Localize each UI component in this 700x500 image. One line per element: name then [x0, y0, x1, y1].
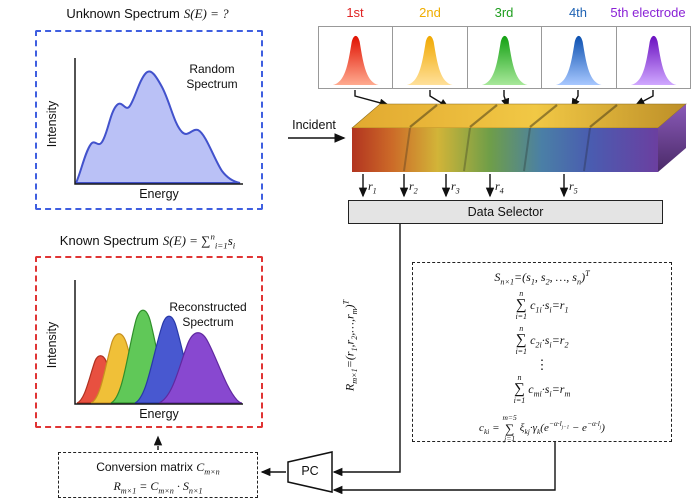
bar-front-segment-dividers — [403, 127, 591, 172]
electrode-spectrum-panel-5 — [616, 26, 692, 89]
random-spectrum-plot — [74, 58, 243, 185]
unknown-title-text: Unknown Spectrum — [66, 6, 180, 21]
reconstructed-spectrum-label: Reconstructed Spectrum — [169, 300, 247, 329]
curve-purple — [158, 332, 243, 404]
conversion-line1: Conversion matrix Cm×n — [59, 458, 257, 477]
electrode-label-2: 2nd — [419, 5, 441, 20]
sum-upper-limit: n — [519, 289, 524, 298]
axes — [74, 58, 243, 185]
conversion-line1-math: Cm×n — [196, 460, 220, 477]
electrode-label-1: 1st — [346, 5, 364, 20]
electrode-peak-2 — [407, 35, 453, 86]
intensity-axis-label: Intensity — [45, 100, 59, 148]
electrode-spectrum-panel-2 — [393, 26, 468, 89]
known-title-math: S(E) = ∑ni=1si — [162, 231, 236, 251]
sum-equation-body-3: cmi·si=rm — [528, 382, 571, 399]
r-vector-label: Rm×1=(r1,r2,…,rm)T — [341, 299, 359, 392]
data-selector-box: Data Selector — [348, 200, 663, 224]
electrode-label-3: 3rd — [494, 5, 514, 20]
electrode-peak-4 — [556, 35, 602, 86]
sum-lower-limit: j=1 — [504, 433, 516, 443]
cki-body: ξkj·γk(e−α·lj−1 − e−α·lj) — [519, 419, 605, 437]
summation-symbol-1: n ∑ i=1 — [515, 290, 527, 321]
panel-to-bar-arrow-5 — [634, 90, 654, 106]
unknown-title-math: S(E) = ? — [183, 6, 229, 21]
conversion-line2: Rm×1 = Cm×n · Sn×1 — [113, 479, 203, 496]
electrode-peak-5 — [630, 35, 677, 86]
conversion-box: Conversion matrix Cm×n Rm×1 = Cm×n · Sn×… — [58, 452, 258, 498]
electrode-spectrum-panel-4 — [542, 26, 617, 89]
vertical-dots: ⋮ — [535, 357, 549, 372]
response-label-3: r3 — [451, 179, 460, 196]
unknown-spectrum-box: Random Spectrum Intensity Energy — [35, 30, 263, 210]
electrode-spectrum-panel-1 — [318, 26, 394, 89]
summation-symbol-cki: m=5 ∑ j=1 — [503, 414, 517, 442]
selector-to-pc-line — [332, 224, 401, 477]
sum-upper-limit: m=5 — [502, 413, 517, 422]
pc-label: PC — [301, 464, 319, 478]
sum-lower-limit: i=1 — [513, 396, 526, 405]
unknown-spectrum-title: Unknown Spectrum S(E) = ? — [30, 6, 265, 22]
sum-equation-2: n ∑ i=1 c2i·si=r2 — [515, 325, 568, 356]
pc-trapezoid — [287, 451, 333, 493]
detector-bar-front — [352, 128, 658, 172]
summation-symbol-2: n ∑ i=1 — [515, 325, 527, 356]
equations-box: Sn×1=(s1, s2, …, sn)T n ∑ i=1 c1i·si=r1 … — [412, 262, 672, 442]
sum-upper-limit: n — [519, 324, 524, 333]
response-label-4: r4 — [495, 179, 504, 196]
sigma-icon: ∑ — [515, 297, 527, 313]
sum-lower-limit: i=1 — [515, 312, 528, 321]
summation-symbol-3: n ∑ i=1 — [514, 374, 526, 405]
electrode-peak-1 — [332, 35, 379, 86]
panel-to-bar-arrow-2 — [429, 90, 450, 108]
equations-to-pc-line — [332, 442, 556, 495]
electrode-peak-3 — [481, 35, 528, 86]
panel-to-bar-arrow-4 — [571, 90, 580, 109]
energy-axis-label: Energy — [139, 187, 179, 201]
data-selector-label: Data Selector — [467, 205, 544, 219]
sigma-icon: ∑ — [515, 332, 527, 348]
cki-lead: cki = — [479, 422, 500, 437]
response-label-1: r1 — [368, 179, 377, 196]
random-spectrum-label: Random Spectrum — [186, 62, 238, 91]
sigma-icon: ∑ — [514, 381, 525, 397]
electrode-label-5: 5th electrode — [610, 5, 686, 20]
panel-to-bar-arrow-3 — [501, 90, 510, 109]
panel-to-bar-arrow-1 — [354, 90, 390, 107]
random-spectrum-curve — [74, 70, 241, 184]
intensity-axis-label: Intensity — [45, 321, 59, 369]
known-title-text: Known Spectrum — [59, 233, 159, 248]
conversion-line1-text: Conversion matrix — [96, 460, 193, 474]
sum-equation-1: n ∑ i=1 c1i·si=r1 — [515, 290, 568, 321]
energy-axis-label: Energy — [139, 407, 179, 421]
reconstructed-spectrum-plot — [74, 280, 243, 405]
detector-bar-side — [658, 104, 686, 172]
known-spectrum-title: Known Spectrum S(E) = ∑ni=1si — [30, 231, 265, 251]
sum-lower-limit: i=1 — [515, 347, 528, 356]
response-label-5: r5 — [569, 179, 578, 196]
electrode-spectrum-panel-3 — [467, 26, 543, 89]
axes — [74, 280, 243, 405]
incident-label: Incident — [292, 118, 336, 132]
sigma-icon: ∑ — [504, 420, 515, 436]
sum-equation-body-1: c1i·si=r1 — [530, 298, 569, 315]
electrode-label-4: 4th — [568, 5, 588, 20]
sum-equation-3: n ∑ i=1 cmi·si=rm — [514, 374, 571, 405]
sum-upper-limit: n — [517, 373, 522, 382]
electrode-spectra-row — [318, 26, 692, 89]
response-label-2: r2 — [409, 179, 418, 196]
detector-bar-top — [351, 103, 687, 129]
known-spectrum-box: Reconstructed Spectrum Intensity Energy — [35, 256, 263, 428]
bar-top-segment-dividers — [409, 104, 618, 128]
s-vector-equation: Sn×1=(s1, s2, …, sn)T — [494, 269, 590, 287]
cki-equation: cki = m=5 ∑ j=1 ξkj·γk(e−α·lj−1 − e−α·lj… — [479, 414, 605, 442]
sum-equation-body-2: c2i·si=r2 — [530, 333, 569, 350]
